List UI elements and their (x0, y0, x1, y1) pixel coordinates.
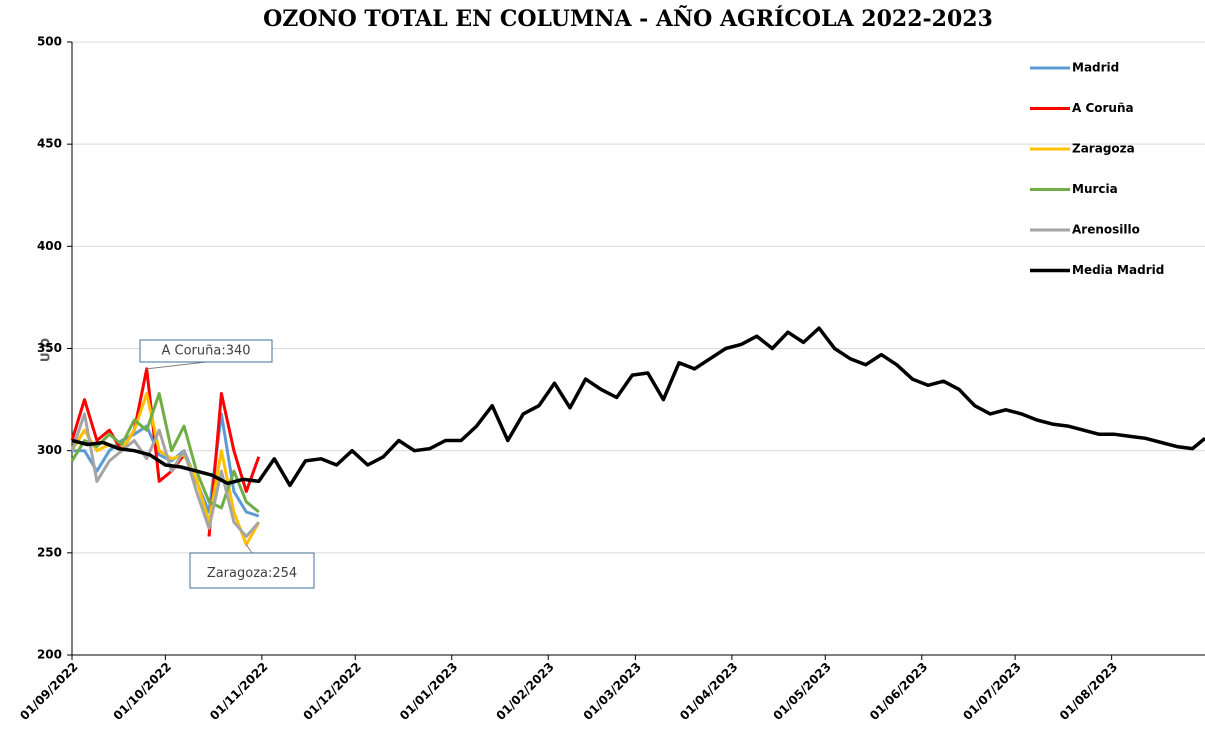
y-tick-label: 350 (37, 341, 62, 355)
x-tick-label: 01/05/2023 (771, 660, 834, 723)
annotation: Zaragoza:254 (207, 566, 297, 581)
y-tick-label: 200 (37, 648, 62, 662)
x-tick-label: 01/10/2022 (111, 660, 174, 723)
chart-title: OZONO TOTAL EN COLUMNA - AÑO AGRÍCOLA 20… (263, 5, 993, 32)
x-tick-label: 01/02/2023 (493, 660, 556, 723)
y-axis-label: U.D (39, 338, 53, 362)
x-tick-label: 01/11/2022 (207, 660, 270, 723)
annotation: A Coruña:340 (161, 344, 250, 359)
y-tick-label: 500 (37, 35, 62, 49)
x-tick-label: 01/09/2022 (17, 660, 80, 723)
annotation-box (189, 552, 315, 589)
y-tick-label: 250 (37, 545, 62, 559)
legend-label: Media Madrid (1072, 263, 1164, 277)
x-tick-label: 01/08/2023 (1057, 660, 1120, 723)
y-tick-label: 450 (37, 137, 62, 151)
y-tick-label: 300 (37, 443, 62, 457)
legend-label: Zaragoza (1072, 142, 1135, 156)
x-tick-label: 01/12/2022 (301, 660, 364, 723)
x-tick-label: 01/04/2023 (677, 660, 740, 723)
x-tick-label: 01/03/2023 (581, 660, 644, 723)
x-tick-label: 01/06/2023 (867, 660, 930, 723)
legend-label: Murcia (1072, 182, 1118, 196)
x-tick-label: 01/07/2023 (960, 660, 1023, 723)
series-line (70, 392, 260, 514)
x-tick-label: 01/01/2023 (397, 660, 460, 723)
legend-label: Arenosillo (1072, 223, 1140, 237)
legend-label: A Coruña (1072, 101, 1134, 115)
annotation-box (139, 339, 273, 363)
series-line (72, 412, 260, 518)
legend-label: Madrid (1072, 61, 1119, 75)
annotation-pointer (245, 544, 253, 554)
y-tick-label: 400 (37, 239, 62, 253)
series-line (70, 412, 260, 538)
series-line (71, 326, 1205, 488)
annotation-pointer (146, 361, 207, 370)
